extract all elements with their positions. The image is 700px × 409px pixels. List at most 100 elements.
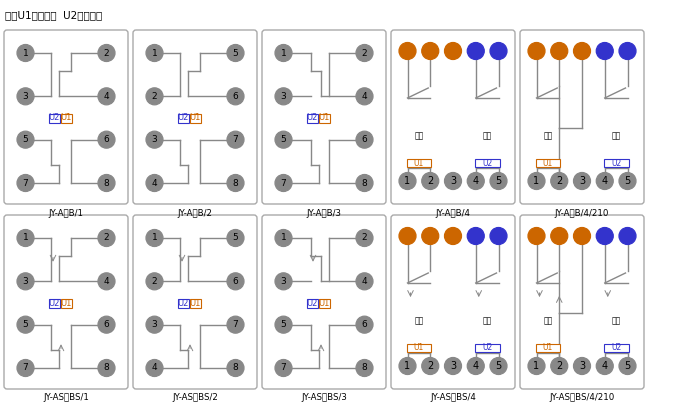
FancyBboxPatch shape — [318, 114, 330, 123]
Text: 1: 1 — [281, 49, 286, 58]
FancyBboxPatch shape — [48, 299, 60, 308]
Circle shape — [356, 273, 373, 290]
Circle shape — [227, 131, 244, 148]
Circle shape — [98, 273, 115, 290]
Text: 4: 4 — [602, 361, 608, 371]
Text: 6: 6 — [104, 135, 109, 144]
Text: 2: 2 — [427, 176, 433, 186]
Circle shape — [17, 131, 34, 148]
Text: 5: 5 — [22, 135, 29, 144]
Circle shape — [468, 43, 484, 59]
Text: 2: 2 — [427, 361, 433, 371]
Text: 3: 3 — [450, 361, 456, 371]
Text: U2: U2 — [611, 344, 622, 353]
FancyBboxPatch shape — [60, 299, 71, 308]
Text: JY-A，B/2: JY-A，B/2 — [178, 209, 213, 218]
Text: 8: 8 — [232, 178, 239, 187]
Text: 电源: 电源 — [414, 316, 424, 325]
Text: 启动: 启动 — [482, 316, 491, 325]
Text: 1: 1 — [152, 234, 158, 243]
Text: 1: 1 — [405, 361, 411, 371]
Circle shape — [356, 175, 373, 191]
Text: 7: 7 — [22, 178, 29, 187]
FancyBboxPatch shape — [391, 30, 515, 204]
Text: U1: U1 — [542, 159, 553, 168]
Text: 1: 1 — [533, 361, 540, 371]
Text: 14: 14 — [599, 231, 610, 240]
Text: 11: 11 — [531, 231, 542, 240]
Circle shape — [421, 357, 439, 375]
Circle shape — [275, 45, 292, 61]
Circle shape — [573, 227, 591, 245]
Text: 12: 12 — [554, 231, 565, 240]
Text: 2: 2 — [556, 176, 562, 186]
FancyBboxPatch shape — [391, 215, 515, 389]
Text: 4: 4 — [152, 364, 158, 373]
Circle shape — [490, 43, 507, 59]
Circle shape — [399, 173, 416, 189]
Circle shape — [399, 43, 416, 59]
Text: 6: 6 — [232, 92, 239, 101]
Circle shape — [596, 357, 613, 375]
Text: 15: 15 — [622, 47, 633, 56]
Text: 13: 13 — [447, 231, 458, 240]
Circle shape — [356, 229, 373, 247]
Text: 启动: 启动 — [612, 131, 621, 140]
Text: U2: U2 — [611, 159, 622, 168]
FancyBboxPatch shape — [475, 159, 500, 167]
Circle shape — [146, 229, 163, 247]
Text: 1: 1 — [281, 234, 286, 243]
Text: 3: 3 — [579, 361, 585, 371]
Circle shape — [356, 360, 373, 377]
Circle shape — [146, 273, 163, 290]
Text: 启动: 启动 — [482, 131, 491, 140]
Circle shape — [596, 227, 613, 245]
Circle shape — [444, 173, 461, 189]
Text: 1: 1 — [533, 176, 540, 186]
FancyBboxPatch shape — [536, 159, 560, 167]
Text: 5: 5 — [232, 234, 239, 243]
Text: JY-AS，BS/4: JY-AS，BS/4 — [430, 393, 476, 402]
Circle shape — [227, 360, 244, 377]
Circle shape — [98, 88, 115, 105]
Text: 2: 2 — [104, 234, 109, 243]
Circle shape — [275, 88, 292, 105]
Text: JY-AS，BS/3: JY-AS，BS/3 — [301, 393, 347, 402]
Text: 6: 6 — [362, 320, 368, 329]
FancyBboxPatch shape — [48, 114, 60, 123]
Text: U1: U1 — [542, 344, 553, 353]
Circle shape — [98, 175, 115, 191]
Text: 8: 8 — [232, 364, 239, 373]
Text: 4: 4 — [473, 176, 479, 186]
FancyBboxPatch shape — [178, 114, 188, 123]
Circle shape — [146, 131, 163, 148]
FancyBboxPatch shape — [190, 299, 200, 308]
FancyBboxPatch shape — [475, 344, 500, 352]
Circle shape — [227, 175, 244, 191]
Text: 3: 3 — [579, 176, 585, 186]
Circle shape — [619, 173, 636, 189]
Circle shape — [17, 45, 34, 61]
Text: 12: 12 — [425, 47, 435, 56]
Text: JY-AS，BS/2: JY-AS，BS/2 — [172, 393, 218, 402]
FancyBboxPatch shape — [4, 30, 128, 204]
Text: 8: 8 — [362, 364, 368, 373]
Text: U2: U2 — [307, 299, 318, 308]
Text: 4: 4 — [473, 361, 479, 371]
Text: 15: 15 — [493, 47, 504, 56]
Text: 电源: 电源 — [414, 131, 424, 140]
Circle shape — [275, 175, 292, 191]
FancyBboxPatch shape — [60, 114, 71, 123]
Circle shape — [490, 227, 507, 245]
Text: 启动: 启动 — [612, 316, 621, 325]
Text: U1: U1 — [318, 114, 330, 123]
Text: 4: 4 — [104, 92, 109, 101]
Text: 5: 5 — [624, 361, 631, 371]
Text: JY-A，B/3: JY-A，B/3 — [307, 209, 342, 218]
Text: 2: 2 — [556, 361, 562, 371]
Text: 1: 1 — [152, 49, 158, 58]
Circle shape — [356, 88, 373, 105]
Circle shape — [528, 43, 545, 59]
Text: 3: 3 — [281, 92, 286, 101]
Text: 2: 2 — [362, 49, 368, 58]
